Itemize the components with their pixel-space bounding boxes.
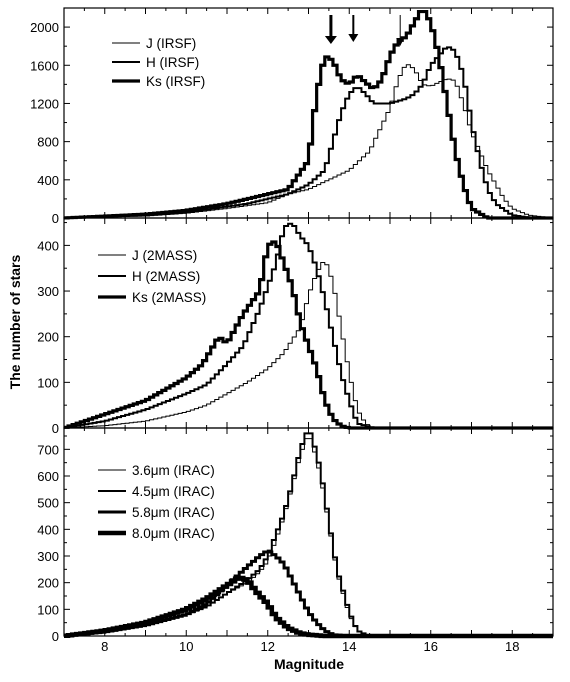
y-axis-title: The number of stars [7, 255, 23, 390]
y-tick-label: 700 [37, 442, 59, 457]
legend-label: J (IRSF) [146, 36, 196, 51]
legend-label: H (IRSF) [146, 55, 199, 70]
y-tick-label: 300 [37, 284, 59, 299]
y-tick-label: 200 [37, 330, 59, 345]
series-line-0-1 [64, 46, 553, 219]
x-tick-label: 10 [179, 639, 193, 654]
y-tick-label: 100 [37, 602, 59, 617]
legend-label: 8.0μm (IRAC) [132, 526, 215, 541]
peak-arrow-head [396, 38, 405, 46]
x-axis-title: Magnitude [274, 656, 344, 672]
y-tick-label: 0 [52, 421, 59, 436]
x-tick-label: 18 [505, 639, 519, 654]
y-tick-label: 400 [37, 522, 59, 537]
legend-label: Ks (IRSF) [146, 74, 205, 89]
y-tick-label: 0 [52, 211, 59, 226]
series-line-0-2 [64, 9, 553, 220]
peak-arrow-head [348, 34, 359, 42]
series-line-2-3 [64, 575, 553, 639]
y-tick-label: 500 [37, 496, 59, 511]
x-tick-label: 16 [424, 639, 438, 654]
legend-label: 4.5μm (IRAC) [132, 484, 215, 499]
series-line-0-0 [64, 64, 553, 219]
y-tick-label: 1600 [30, 58, 59, 73]
y-tick-label: 400 [37, 173, 59, 188]
panel-irsf: 0 400 800 1200 1600 2000 J (IRSF) H (IRSF) Ks (I… [30, 7, 554, 226]
x-tick-label: 12 [261, 639, 275, 654]
y-tick-label: 100 [37, 375, 59, 390]
legend-label: H (2MASS) [132, 269, 200, 284]
y-tick-label: 200 [37, 576, 59, 591]
y-tick-label: 300 [37, 549, 59, 564]
panel-2mass: 0 100 200 300 400 J (2MASS) H (2MASS) Ks (2MASS… [37, 217, 554, 436]
x-tick-label: 14 [342, 639, 356, 654]
x-tick-label: 8 [101, 639, 108, 654]
y-tick-label: 1200 [30, 96, 59, 111]
legend-label: 5.8μm (IRAC) [132, 505, 215, 520]
y-tick-label: 400 [37, 238, 59, 253]
y-tick-label: 800 [37, 135, 59, 150]
y-tick-label: 2000 [30, 20, 59, 35]
y-tick-label: 0 [52, 629, 59, 644]
legend-label: Ks (2MASS) [132, 290, 206, 305]
peak-arrow-head [324, 36, 337, 44]
panel-irac: 0 100 200 300 400 500 600 700 8 10 12 14 16 18 3.6μm (… [37, 427, 554, 654]
y-tick-label: 600 [37, 469, 59, 484]
legend-label: J (2MASS) [132, 248, 197, 263]
legend-label: 3.6μm (IRAC) [132, 463, 215, 478]
